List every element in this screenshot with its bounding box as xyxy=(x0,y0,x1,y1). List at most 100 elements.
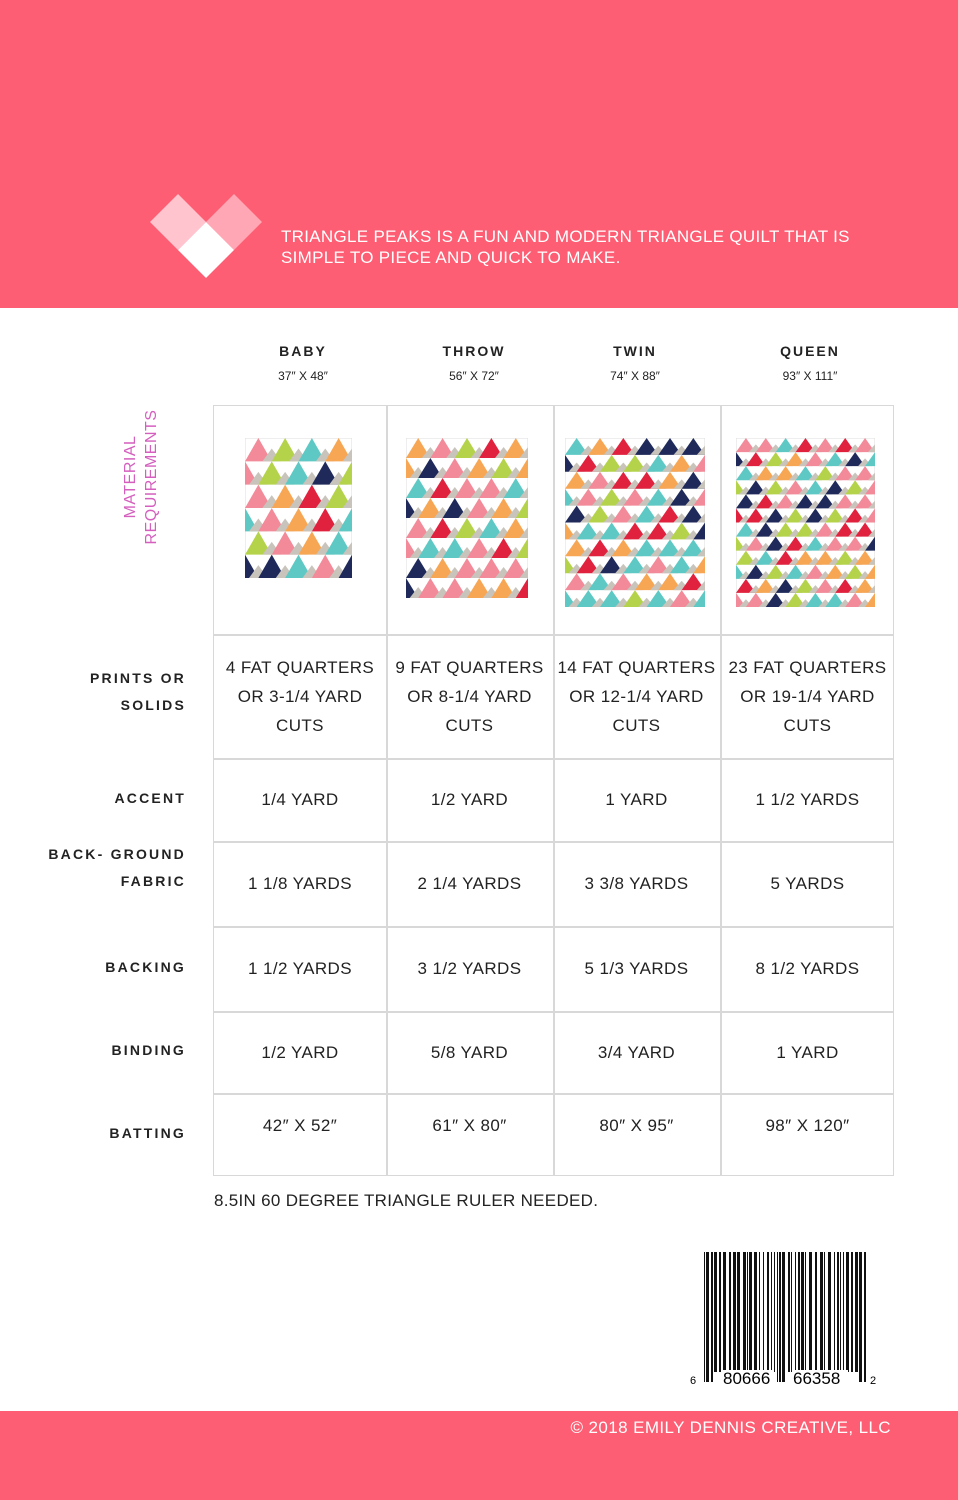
table-cell: 23 FAT QUARTERS OR 19-1/4 YARD CUTS xyxy=(728,657,887,735)
quilt-triangle xyxy=(635,573,659,591)
quilt-triangle xyxy=(646,522,670,540)
copyright: © 2018 EMILY DENNIS CREATIVE, LLC xyxy=(570,1418,891,1437)
quilt-triangle xyxy=(755,466,776,481)
quilt-triangle xyxy=(285,508,312,532)
quilt-triangle xyxy=(736,564,746,579)
quilt-triangle xyxy=(815,466,836,481)
quilt-triangle xyxy=(600,590,624,607)
quilt-triangle xyxy=(454,558,480,578)
quilt-triangle xyxy=(338,508,352,532)
quilt-triangle xyxy=(515,538,528,558)
quilt-triangle xyxy=(765,536,786,551)
quilt-triangle xyxy=(825,480,846,495)
barcode-bar xyxy=(837,1252,839,1372)
quilt-triangle xyxy=(467,498,492,518)
quilt-triangle xyxy=(418,538,443,558)
quilt-triangle xyxy=(258,508,286,532)
barcode-bar xyxy=(774,1252,775,1372)
barcode-bar xyxy=(782,1252,785,1382)
quilt-triangle xyxy=(430,558,455,578)
barcode-bar xyxy=(777,1252,778,1382)
row-label: BATTING xyxy=(109,1125,186,1141)
quilt-triangle xyxy=(658,438,682,455)
row-label: BINDING xyxy=(111,1042,186,1058)
quilt-triangle xyxy=(646,488,670,506)
size-header-throw: THROW 56″ X 72″ xyxy=(389,343,559,383)
quilt-triangle xyxy=(406,498,419,518)
quilt-triangle xyxy=(503,438,528,458)
quilt-triangle xyxy=(681,573,705,591)
quilt-triangle xyxy=(442,458,467,478)
size-dims: 37″ X 48″ xyxy=(278,369,328,383)
quilt-triangle xyxy=(576,590,600,607)
barcode-bar xyxy=(788,1252,790,1372)
size-header-baby: BABY 37″ X 48″ xyxy=(218,343,388,383)
header-banner: TRIANGLE PEAKS IS A FUN AND MODERN TRIAN… xyxy=(0,0,958,308)
quilt-triangle xyxy=(285,554,312,578)
barcode-bar xyxy=(763,1252,764,1372)
quilt-triangle xyxy=(646,454,670,472)
quilt-triangle xyxy=(805,592,826,607)
quilt-triangle xyxy=(855,578,875,593)
quilt-triangle xyxy=(795,494,816,509)
quilt-triangle xyxy=(503,478,528,498)
quilt-triangle xyxy=(736,480,746,495)
quilt-triangle xyxy=(467,578,492,598)
quilt-triangle xyxy=(635,438,659,455)
quilt-triangle xyxy=(795,550,816,565)
barcode-bar xyxy=(723,1252,726,1372)
heart-logo-icon xyxy=(150,194,262,278)
barcode-digit: 2 xyxy=(870,1375,876,1387)
quilt-triangle xyxy=(245,508,259,532)
quilt-triangle xyxy=(765,480,786,495)
quilt-triangle xyxy=(623,556,647,574)
barcode-bar xyxy=(747,1252,748,1372)
quilt-triangle xyxy=(736,438,756,453)
quilt-small-triangle xyxy=(696,479,705,489)
quilt-triangle xyxy=(406,558,431,578)
quilt-triangle xyxy=(845,508,866,523)
quilt-triangle xyxy=(298,531,326,555)
quilt-triangle xyxy=(611,573,635,591)
quilt-triangle xyxy=(515,458,528,478)
quilt-triangle xyxy=(454,518,480,538)
quilt-triangle xyxy=(623,454,647,472)
quilt-triangle xyxy=(600,522,624,540)
quilt-triangle xyxy=(467,458,492,478)
quilt-triangle xyxy=(815,550,836,565)
quilt-triangle xyxy=(406,438,431,458)
quilt-triangle xyxy=(681,438,705,455)
quilt-triangle xyxy=(765,508,786,523)
barcode-bar xyxy=(743,1252,746,1372)
size-name: QUEEN xyxy=(780,343,840,359)
barcode-bar xyxy=(843,1252,844,1372)
quilt-triangle xyxy=(311,554,339,578)
quilt-triangle xyxy=(865,564,875,579)
table-cell: 80″ X 95″ xyxy=(599,1115,674,1135)
quilt-triangle xyxy=(865,508,875,523)
quilt-triangle xyxy=(775,522,796,537)
barcode-bar xyxy=(824,1252,825,1372)
quilt-triangle xyxy=(805,508,826,523)
quilt-triangle xyxy=(855,550,875,565)
quilt-triangle xyxy=(442,498,467,518)
quilt-triangle xyxy=(491,458,516,478)
quilt-triangle xyxy=(658,471,682,489)
quilt-triangle xyxy=(454,438,480,458)
table-cell: 3 3/8 YARDS xyxy=(584,874,689,893)
quilt-triangle xyxy=(635,539,659,557)
quilt-triangle xyxy=(442,538,467,558)
quilt-triangle xyxy=(845,452,866,467)
quilt-triangle xyxy=(785,508,806,523)
table-cell: 1/4 YARD xyxy=(261,790,339,809)
barcode-bar xyxy=(840,1252,841,1372)
table-cell: 4 FAT QUARTERS OR 3-1/4 YARD CUTS xyxy=(225,657,375,735)
quilt-triangle xyxy=(835,466,856,481)
barcode-bar xyxy=(771,1252,772,1372)
quilt-triangle xyxy=(611,539,635,557)
table-cell: 1/2 YARD xyxy=(430,790,509,809)
quilt-triangle xyxy=(795,578,816,593)
quilt-triangle xyxy=(406,538,419,558)
quilt-triangle xyxy=(785,536,806,551)
quilt-triangle xyxy=(795,438,816,453)
